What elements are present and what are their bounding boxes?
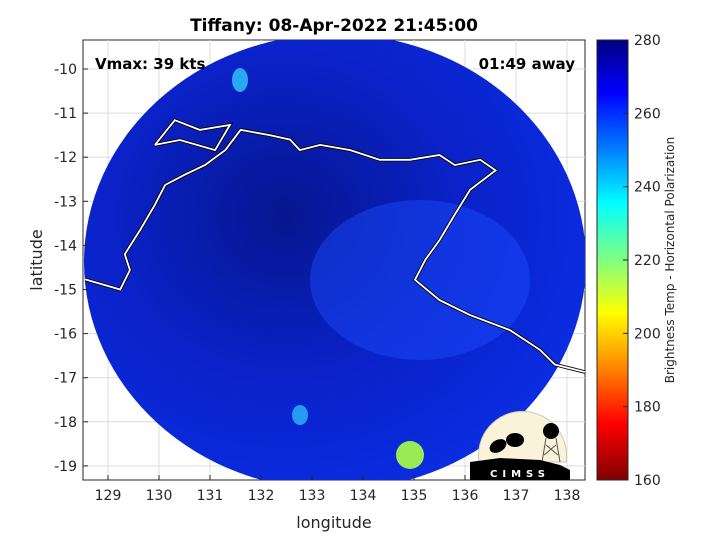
x-tick-label: 129 bbox=[95, 488, 122, 504]
cool-spot bbox=[396, 441, 424, 469]
cimss-logo: CIMSS bbox=[470, 410, 570, 480]
y-tick-label: -17 bbox=[54, 371, 77, 387]
x-axis-label: longitude bbox=[296, 513, 371, 532]
y-tick-label: -15 bbox=[54, 283, 77, 299]
y-tick-label: -13 bbox=[54, 194, 77, 210]
cool-spot bbox=[232, 68, 248, 92]
y-tick-label: -11 bbox=[54, 106, 77, 122]
colorbar bbox=[596, 39, 629, 481]
colorbar-tick-label: 260 bbox=[634, 106, 661, 122]
y-tick-label: -10 bbox=[54, 62, 77, 78]
x-tick-label: 135 bbox=[401, 488, 428, 504]
y-tick-label: -12 bbox=[54, 150, 77, 166]
colorbar-tick-label: 160 bbox=[634, 473, 661, 489]
x-tick-label: 137 bbox=[503, 488, 530, 504]
cool-spot bbox=[292, 405, 308, 425]
time-away-annotation: 01:49 away bbox=[479, 55, 576, 73]
colorbar-tick-label: 180 bbox=[634, 400, 661, 416]
colorbar-tick-label: 240 bbox=[634, 180, 661, 196]
x-tick-label: 134 bbox=[350, 488, 377, 504]
coastline bbox=[84, 128, 585, 373]
colorbar-tick-label: 220 bbox=[634, 253, 661, 269]
x-tick-label: 138 bbox=[554, 488, 581, 504]
y-tick-label: -14 bbox=[54, 238, 77, 254]
vmax-annotation: Vmax: 39 kts bbox=[95, 55, 205, 73]
x-tick-label: 131 bbox=[197, 488, 224, 504]
chart-title: Tiffany: 08-Apr-2022 21:45:00 bbox=[190, 16, 478, 36]
y-axis-label: latitude bbox=[27, 229, 46, 290]
colorbar-label: Brightness Temp - Horizontal Polarizatio… bbox=[663, 137, 677, 384]
colorbar-tick-label: 200 bbox=[634, 326, 661, 342]
x-tick-label: 136 bbox=[452, 488, 479, 504]
x-tick-label: 132 bbox=[248, 488, 275, 504]
svg-text:CIMSS: CIMSS bbox=[490, 469, 550, 480]
y-tick-label: -16 bbox=[54, 327, 77, 343]
island bbox=[154, 119, 232, 152]
warm-patch bbox=[310, 200, 530, 360]
x-tick-label: 130 bbox=[146, 488, 173, 504]
coastline bbox=[84, 118, 585, 374]
y-tick-label: -19 bbox=[54, 459, 77, 475]
y-tick-label: -18 bbox=[54, 415, 77, 431]
colorbar-tick-label: 280 bbox=[634, 33, 661, 49]
x-tick-label: 133 bbox=[299, 488, 326, 504]
